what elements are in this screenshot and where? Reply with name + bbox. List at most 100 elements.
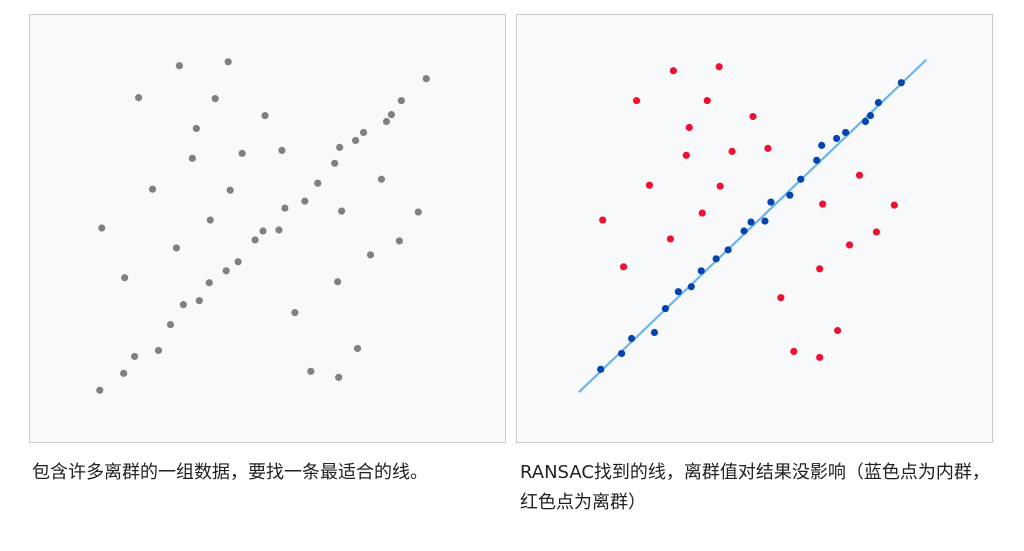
data-point bbox=[259, 227, 267, 235]
outlier-point bbox=[749, 112, 757, 121]
inlier-point bbox=[861, 117, 870, 126]
outlier-point bbox=[698, 209, 706, 217]
data-point bbox=[205, 279, 213, 287]
outlier-point bbox=[845, 241, 854, 249]
data-point bbox=[382, 117, 391, 126]
data-point bbox=[335, 373, 343, 381]
inlier-point bbox=[818, 141, 826, 149]
outlier-point bbox=[682, 151, 690, 159]
outlier-point bbox=[632, 97, 641, 105]
inlier-point bbox=[897, 79, 905, 87]
data-point bbox=[98, 224, 106, 232]
data-point bbox=[397, 97, 405, 105]
inlier-point bbox=[597, 365, 605, 373]
outlier-point bbox=[703, 97, 711, 105]
inlier-point bbox=[724, 246, 732, 254]
data-point bbox=[192, 124, 200, 133]
data-point bbox=[281, 204, 289, 212]
outlier-point bbox=[715, 63, 723, 71]
data-point bbox=[224, 58, 232, 66]
inlier-point bbox=[627, 334, 636, 343]
data-point bbox=[131, 352, 139, 360]
data-point bbox=[338, 207, 346, 215]
data-point bbox=[148, 185, 157, 193]
data-point bbox=[154, 346, 163, 355]
inlier-point bbox=[712, 255, 720, 263]
outlier-point bbox=[890, 201, 898, 209]
right-ransac-plot bbox=[578, 58, 927, 394]
data-point bbox=[238, 149, 246, 157]
data-point bbox=[336, 143, 344, 151]
outlier-point bbox=[685, 123, 693, 132]
outlier-point bbox=[669, 67, 677, 75]
data-point bbox=[226, 186, 234, 194]
data-point bbox=[307, 367, 315, 375]
data-point bbox=[175, 62, 183, 70]
data-point bbox=[301, 197, 309, 205]
inlier-point bbox=[747, 218, 755, 226]
inlier-point bbox=[813, 156, 821, 164]
data-point bbox=[135, 94, 143, 102]
data-point bbox=[314, 179, 322, 187]
inlier-point bbox=[697, 267, 705, 275]
outlier-point bbox=[819, 200, 827, 208]
left-scatter-plot bbox=[96, 58, 430, 394]
inlier-point bbox=[797, 175, 805, 183]
data-point bbox=[166, 320, 175, 329]
left-scatter-figure bbox=[29, 14, 506, 443]
inlier-point bbox=[687, 283, 695, 291]
inlier-point bbox=[874, 99, 883, 107]
data-point bbox=[387, 110, 396, 119]
inlier-point bbox=[761, 217, 769, 225]
data-point bbox=[353, 344, 362, 353]
data-point bbox=[377, 175, 386, 183]
inlier-point bbox=[786, 191, 794, 199]
right-figure-caption: RANSAC找到的线，离群值对结果没影响（蓝色点为内群，红色点为离群） bbox=[520, 462, 990, 513]
data-point bbox=[359, 128, 368, 137]
inlier-point bbox=[661, 305, 670, 313]
outlier-point bbox=[728, 147, 736, 155]
outlier-point bbox=[666, 235, 674, 243]
outlier-point bbox=[599, 216, 607, 224]
data-point bbox=[121, 274, 129, 282]
ransac-fit-line bbox=[578, 58, 927, 394]
outlier-point bbox=[816, 265, 824, 273]
data-point bbox=[120, 369, 128, 377]
data-point bbox=[414, 208, 422, 216]
data-point bbox=[331, 159, 339, 167]
inlier-point bbox=[740, 227, 748, 235]
outlier-point bbox=[834, 326, 842, 335]
right-ransac-figure bbox=[516, 14, 993, 443]
inlier-point bbox=[866, 111, 875, 120]
outlier-point bbox=[777, 294, 785, 302]
data-point bbox=[395, 237, 403, 245]
inlier-point bbox=[618, 349, 626, 357]
outlier-point bbox=[790, 347, 798, 356]
data-point bbox=[278, 146, 286, 154]
outlier-point bbox=[816, 353, 824, 361]
outlier-point bbox=[855, 171, 864, 179]
outlier-point bbox=[645, 181, 654, 189]
data-point bbox=[366, 251, 375, 259]
data-point bbox=[211, 95, 219, 103]
data-point bbox=[234, 258, 242, 266]
outlier-point bbox=[620, 263, 628, 271]
data-point bbox=[96, 386, 104, 394]
data-point bbox=[222, 267, 230, 275]
inlier-point bbox=[833, 134, 841, 143]
data-point bbox=[195, 297, 203, 305]
inlier-point bbox=[650, 328, 659, 337]
left-figure-caption: 包含许多离群的一组数据，要找一条最适合的线。 bbox=[32, 462, 428, 483]
data-point bbox=[352, 136, 360, 144]
data-point bbox=[172, 244, 181, 252]
data-point bbox=[188, 154, 196, 162]
data-point bbox=[422, 75, 430, 83]
data-point bbox=[206, 216, 214, 224]
data-point bbox=[291, 309, 299, 317]
outlier-point bbox=[716, 182, 724, 190]
data-point bbox=[251, 236, 259, 244]
data-point bbox=[179, 301, 187, 309]
inlier-point bbox=[841, 128, 850, 137]
outlier-point bbox=[764, 144, 772, 152]
data-point bbox=[334, 278, 342, 286]
